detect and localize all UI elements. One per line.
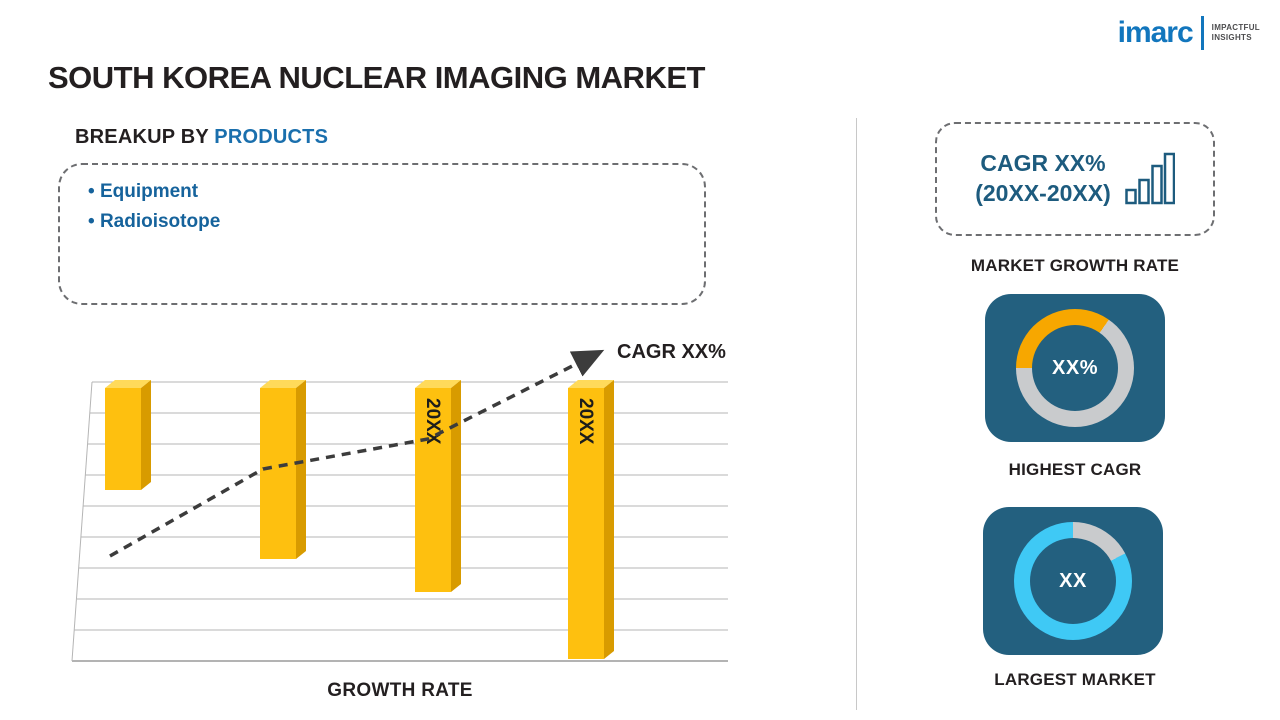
growth-bars-icon xyxy=(1125,152,1175,205)
breakup-heading-prefix: BREAKUP BY xyxy=(75,126,215,148)
cagr-summary-line1: CAGR XX% xyxy=(980,150,1106,177)
cagr-summary-box: CAGR XX% (20XX-20XX) xyxy=(935,122,1215,236)
logo-tagline-line2: INSIGHTS xyxy=(1211,33,1252,42)
bar-chart: 20XX 20XX xyxy=(70,380,730,662)
logo-tagline: IMPACTFUL INSIGHTS xyxy=(1212,23,1260,43)
breakup-item: Equipment xyxy=(88,177,676,207)
breakup-heading-highlight: PRODUCTS xyxy=(214,126,329,148)
chart-x-axis-label: GROWTH RATE xyxy=(327,680,473,701)
largest-market-label: LARGEST MARKET xyxy=(994,670,1156,689)
imarc-logo: imarc IMPACTFUL INSIGHTS xyxy=(1118,16,1260,50)
cagr-summary-line2: (20XX-20XX) xyxy=(975,180,1111,206)
cagr-annotation: CAGR XX% xyxy=(617,341,726,363)
market-growth-rate-label: MARKET GROWTH RATE xyxy=(970,256,1180,275)
largest-market-card: XX xyxy=(983,507,1163,655)
highest-cagr-value: XX% xyxy=(1052,356,1098,379)
breakup-list: EquipmentRadioisotope xyxy=(88,177,676,238)
bar: 20XX xyxy=(415,380,461,592)
bar xyxy=(105,380,151,490)
page-title: SOUTH KOREA NUCLEAR IMAGING MARKET xyxy=(48,60,705,95)
highest-cagr-donut-chart: XX% xyxy=(1016,309,1134,427)
largest-market-value: XX xyxy=(1059,569,1087,592)
bar xyxy=(260,380,306,559)
cagr-summary-text: CAGR XX% (20XX-20XX) xyxy=(975,149,1111,209)
bar-label: 20XX xyxy=(422,398,443,445)
breakup-products-box: EquipmentRadioisotope xyxy=(58,163,706,305)
breakup-heading: BREAKUP BY PRODUCTS xyxy=(75,126,328,149)
highest-cagr-card: XX% xyxy=(985,294,1165,442)
section-divider xyxy=(856,118,857,710)
breakup-item: Radioisotope xyxy=(88,207,676,237)
bar-group: 20XX 20XX xyxy=(70,380,730,662)
largest-market-donut-chart: XX xyxy=(1014,522,1132,640)
bar-label: 20XX xyxy=(575,398,596,445)
bar: 20XX xyxy=(568,380,614,659)
logo-separator xyxy=(1200,16,1204,50)
logo-brand-text: imarc xyxy=(1117,16,1194,49)
highest-cagr-label: HIGHEST CAGR xyxy=(1008,460,1142,479)
logo-tagline-line1: IMPACTFUL xyxy=(1211,23,1260,32)
